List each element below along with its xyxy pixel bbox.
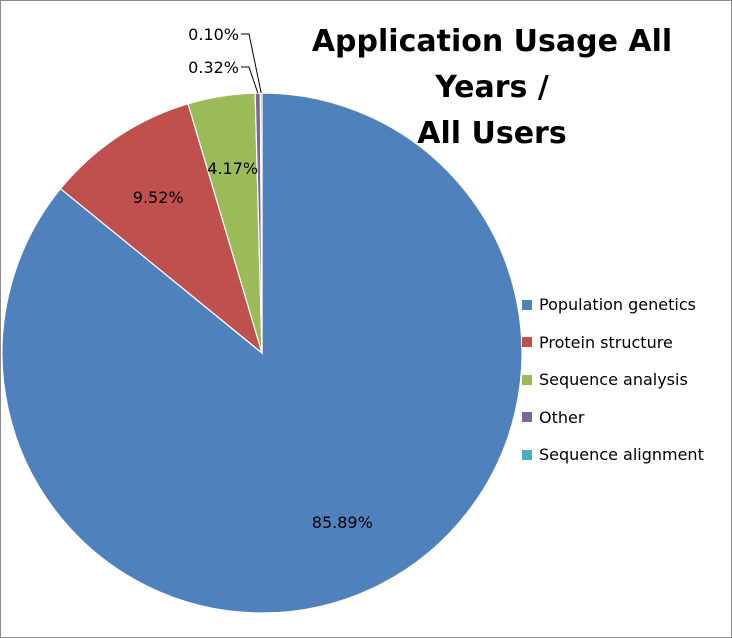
leader-line-sequence-alignment <box>241 33 262 94</box>
legend-label: Other <box>539 407 585 427</box>
legend-item: Other <box>522 399 704 437</box>
legend-item: Protein structure <box>522 324 704 362</box>
pie-slice-protein-structure <box>59 102 264 355</box>
legend-swatch <box>522 412 532 423</box>
leader-line-other <box>241 66 259 94</box>
pie-slice-sequence-alignment <box>259 92 263 354</box>
legend-swatch <box>522 299 532 310</box>
data-label-population-genetics: 85.89% <box>312 513 373 532</box>
chart-title: Application Usage All Years / All Users <box>263 19 721 157</box>
chart-title-line-1: Application Usage All Years / <box>311 24 673 105</box>
data-label-other: 0.32% <box>188 58 239 77</box>
legend-label: Protein structure <box>539 332 673 352</box>
legend-label: Sequence alignment <box>539 445 704 465</box>
chart-title-line-2: All Users <box>417 116 567 151</box>
data-label-sequence-alignment: 0.10% <box>188 25 239 44</box>
legend-swatch <box>522 449 532 460</box>
data-label-sequence-analysis: 4.17% <box>207 159 258 178</box>
legend-item: Sequence analysis <box>522 361 704 399</box>
legend-swatch <box>522 374 532 385</box>
legend-item: Population genetics <box>522 286 704 324</box>
legend-swatch <box>522 337 532 348</box>
data-label-protein-structure: 9.52% <box>133 188 184 207</box>
legend-item: Sequence alignment <box>522 436 704 474</box>
legend-label: Sequence analysis <box>539 370 688 390</box>
legend-label: Population genetics <box>539 295 696 315</box>
chart-legend: Population genetics Protein structure Sequ… <box>522 286 704 474</box>
